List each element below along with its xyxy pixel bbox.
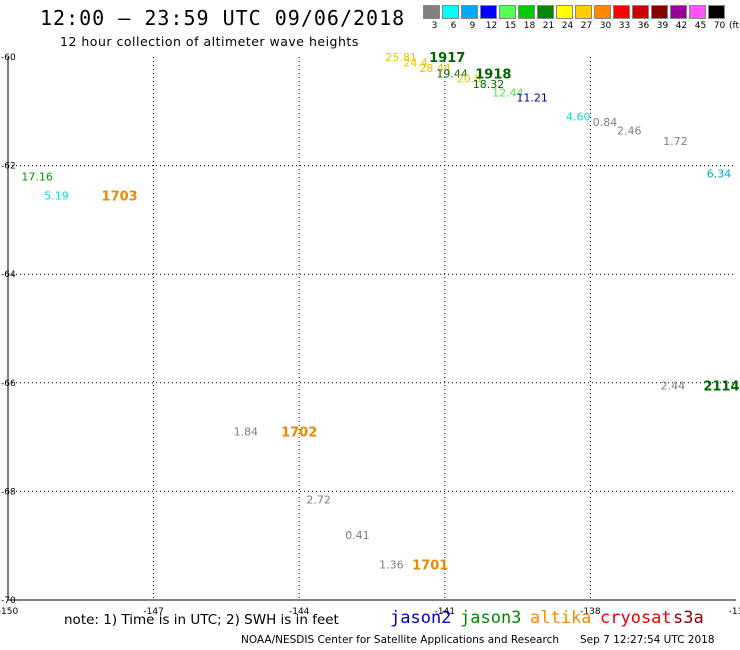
sat-label-cryosat: cryosat (600, 608, 672, 628)
legend-label: 39 (656, 21, 669, 31)
legend-swatch (670, 5, 687, 19)
legend-label: 3 (431, 21, 438, 31)
legend-label: 36 (637, 21, 650, 31)
wave-height-label: 0.84 (593, 116, 618, 129)
chart-subtitle: 12 hour collection of altimeter wave hei… (60, 34, 359, 49)
x-tick-label: -150 (0, 607, 18, 617)
legend-swatch (613, 5, 630, 19)
legend-swatch (423, 5, 440, 19)
legend-label: 21 (542, 21, 555, 31)
wave-height-label: 4.60 (566, 111, 591, 124)
credit-text: NOAA/NESDIS Center for Satellite Applica… (241, 634, 559, 646)
wave-height-label: 12.44 (492, 86, 524, 99)
pass-time-label: 1701 (412, 559, 448, 574)
credit-timestamp: Sep 7 12:27:54 UTC 2018 (580, 634, 715, 646)
legend-label: 24 (561, 21, 574, 31)
legend-unit: (ft) (729, 21, 740, 31)
x-tick-label: -144 (289, 607, 310, 617)
legend-swatch (442, 5, 459, 19)
wave-height-label: 1.36 (379, 559, 404, 572)
footer-note: note: 1) Time is in UTC; 2) SWH is in fe… (64, 612, 339, 628)
pass-time-label: 2114 (703, 380, 739, 395)
wave-height-label: 11.21 (516, 92, 548, 105)
legend-swatch (499, 5, 516, 19)
legend-swatch (537, 5, 554, 19)
legend-label: 18 (523, 21, 536, 31)
wave-height-label: 19.44 (436, 67, 468, 80)
x-tick-label: -13 (729, 607, 740, 617)
wave-height-label: 20.8 (457, 73, 482, 86)
legend-label: 42 (675, 21, 688, 31)
legend-swatch (632, 5, 649, 19)
x-tick-label: -147 (143, 607, 163, 617)
wave-height-label: 0.41 (345, 529, 370, 542)
x-tick-label: -141 (435, 607, 455, 617)
pass-time-label: 1917 (429, 51, 465, 66)
legend-label: 33 (618, 21, 631, 31)
legend-label: 6 (450, 21, 457, 31)
wave-height-label: 18.32 (473, 78, 505, 91)
legend-swatch (480, 5, 497, 19)
wave-height-label: 1.72 (663, 135, 688, 148)
y-tick-label: -70 (1, 596, 16, 606)
x-tick-label: -138 (580, 607, 601, 617)
legend-swatch (689, 5, 706, 19)
legend-label: 30 (599, 21, 612, 31)
wave-height-label: 2.72 (306, 494, 331, 507)
chart-title: 12:00 – 23:59 UTC 09/06/2018 (40, 6, 406, 30)
legend-label: 45 (694, 21, 707, 31)
legend-label: 15 (504, 21, 517, 31)
wave-height-label: 2.46 (617, 124, 642, 137)
wave-height-label: 17.16 (21, 170, 53, 183)
legend-label: 9 (469, 21, 476, 31)
sat-label-jason3: jason3 (460, 608, 522, 628)
legend-swatch (575, 5, 592, 19)
legend-swatch (708, 5, 725, 19)
y-tick-label: -62 (1, 162, 16, 172)
y-tick-label: -64 (1, 270, 16, 280)
pass-time-label: 1702 (281, 426, 317, 441)
y-tick-label: -68 (1, 487, 16, 497)
legend-swatch (651, 5, 668, 19)
legend-swatch (518, 5, 535, 19)
wave-height-label: 5.19 (44, 189, 69, 202)
legend-label: 12 (485, 21, 498, 31)
legend-label: 70 (713, 21, 726, 31)
sat-label-altika: altika (530, 608, 592, 628)
legend-swatch (594, 5, 611, 19)
legend-swatch (461, 5, 478, 19)
pass-time-label: 1918 (475, 67, 511, 82)
pass-time-label: 1703 (102, 189, 138, 204)
sat-label-jason2: jason2 (390, 608, 452, 628)
sat-label-s3a: s3a (673, 608, 704, 628)
wave-height-label: 28.44 (419, 62, 451, 75)
wave-height-label: 6.34 (707, 168, 732, 181)
y-tick-label: -66 (1, 379, 16, 389)
wave-height-label: 24.4 (403, 56, 428, 69)
wave-height-label: 25.81 (385, 51, 417, 64)
wave-height-label: 2.44 (661, 380, 686, 393)
legend-label: 27 (580, 21, 593, 31)
legend-swatch (556, 5, 573, 19)
wave-height-label: 1.84 (234, 426, 259, 439)
y-tick-label: -60 (1, 53, 16, 63)
